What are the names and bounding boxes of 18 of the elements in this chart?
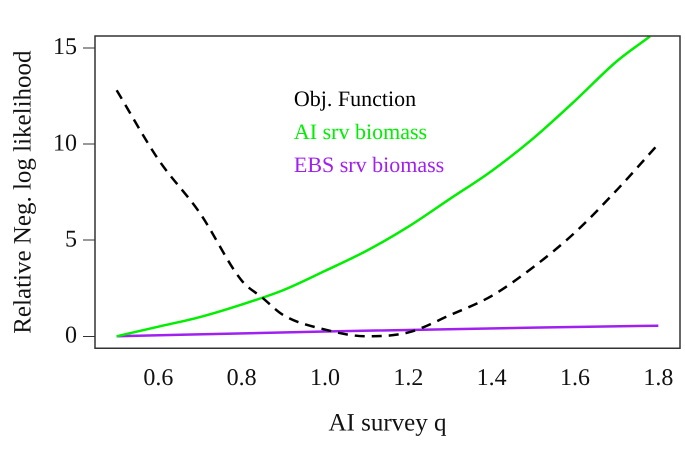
x-tick-label: 1.2 bbox=[393, 364, 424, 391]
line-series bbox=[115, 324, 660, 338]
y-axis-title: Relative Neg. log likelihood bbox=[10, 50, 37, 334]
y-tick-label: 15 bbox=[53, 34, 77, 60]
x-tick-label: 1.6 bbox=[560, 364, 590, 391]
x-tick-label: 1.4 bbox=[476, 364, 507, 391]
text: Obj. Function bbox=[294, 86, 416, 111]
y-tick-label: 10 bbox=[53, 130, 77, 156]
x-tick-label: 1.8 bbox=[643, 364, 674, 391]
line-series bbox=[115, 36, 652, 338]
x-tick-label: 0.8 bbox=[226, 364, 257, 391]
x-tick-label: 1.0 bbox=[310, 364, 340, 391]
text: AI srv biomass bbox=[294, 118, 428, 144]
x-axis-title: AI survey q bbox=[328, 410, 448, 437]
text: EBS srv biomass bbox=[294, 152, 444, 177]
x-tick-label: 0.6 bbox=[143, 364, 174, 391]
y-tick-label: 5 bbox=[65, 226, 77, 252]
y-tick-label: 0 bbox=[65, 322, 77, 349]
